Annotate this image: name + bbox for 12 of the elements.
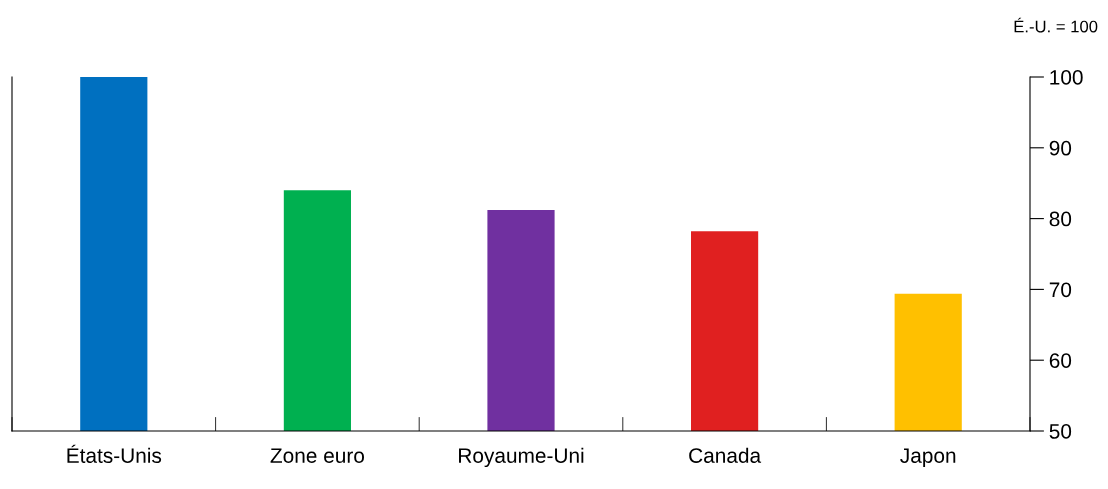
y-tick-label: 60 bbox=[1049, 353, 1072, 368]
x-tick-label: États-Unis bbox=[67, 444, 162, 463]
y-tick-label: 90 bbox=[1049, 140, 1072, 156]
x-tick-label: Royaume-Uni bbox=[459, 447, 584, 468]
y-tick-label: 70 bbox=[1049, 282, 1072, 298]
x-tick-label: Canada bbox=[689, 447, 762, 463]
y-tick-label: 50 bbox=[1049, 424, 1072, 439]
text: É.-U. = 100 bbox=[1014, 17, 1098, 33]
y-tick-label: 80 bbox=[1049, 211, 1072, 227]
x-tick-label: Zone euro bbox=[270, 448, 365, 463]
x-tick-label: Japon bbox=[900, 448, 956, 468]
y-tick-label: 100 bbox=[1050, 70, 1083, 85]
